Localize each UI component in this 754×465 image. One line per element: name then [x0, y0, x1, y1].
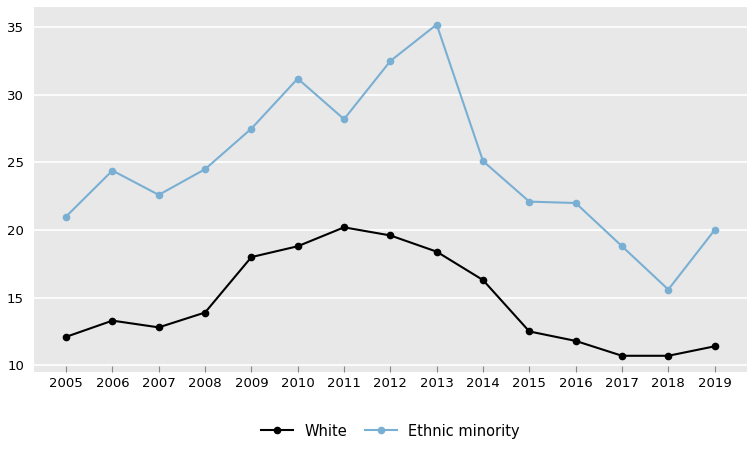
White — [247, 254, 256, 260]
Ethnic minority — [247, 126, 256, 132]
White — [664, 353, 673, 359]
White — [201, 310, 210, 315]
Line: White: White — [63, 224, 718, 359]
Ethnic minority — [386, 58, 395, 64]
Ethnic minority — [710, 227, 719, 233]
Ethnic minority — [339, 116, 348, 122]
Ethnic minority — [525, 199, 534, 205]
Ethnic minority — [432, 22, 441, 27]
Ethnic minority — [293, 76, 302, 81]
White — [339, 225, 348, 230]
Line: Ethnic minority: Ethnic minority — [63, 21, 718, 292]
White — [108, 318, 117, 324]
White — [525, 329, 534, 334]
Ethnic minority — [479, 158, 488, 164]
White — [386, 232, 395, 238]
Ethnic minority — [201, 166, 210, 172]
White — [479, 277, 488, 283]
Ethnic minority — [108, 168, 117, 173]
White — [432, 249, 441, 254]
White — [710, 344, 719, 349]
Ethnic minority — [618, 244, 627, 249]
Ethnic minority — [155, 192, 164, 198]
White — [62, 334, 71, 339]
Ethnic minority — [571, 200, 580, 206]
Ethnic minority — [664, 287, 673, 292]
White — [293, 244, 302, 249]
White — [571, 338, 580, 344]
White — [155, 325, 164, 330]
Legend: White, Ethnic minority: White, Ethnic minority — [255, 418, 526, 445]
Ethnic minority — [62, 214, 71, 219]
White — [618, 353, 627, 359]
